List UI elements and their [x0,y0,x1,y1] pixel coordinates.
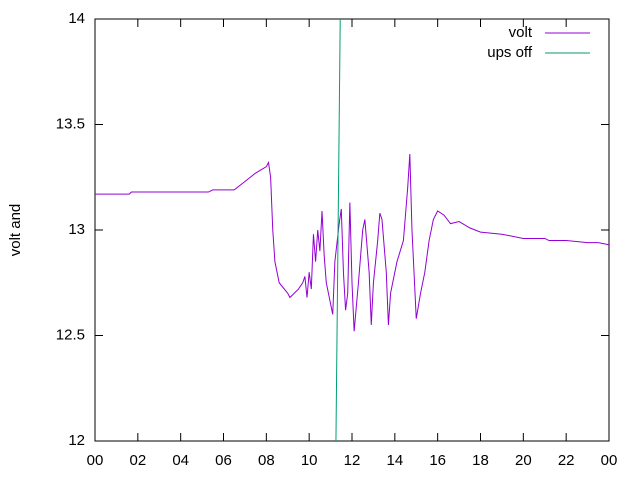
x-tick-label: 02 [129,452,146,469]
x-tick-label: 00 [601,452,618,469]
x-tick-label: 08 [258,452,275,469]
x-tick-label: 16 [429,452,446,469]
x-tick-label: 18 [472,452,489,469]
data-line [95,154,610,332]
x-tick-label: 12 [344,452,361,469]
y-tick-label: 12.5 [56,326,85,343]
y-tick-label: 14 [68,10,85,27]
x-tick-label: 06 [215,452,232,469]
legend-label: volt [509,24,533,41]
plot-border [94,18,610,442]
x-tick-label: 00 [87,452,104,469]
y-tick-label: 12 [68,432,85,449]
x-tick-label: 22 [558,452,575,469]
y-tick-label: 13 [68,221,85,238]
y-tick-label: 13.5 [56,115,85,132]
x-tick-label: 10 [301,452,318,469]
x-tick-label: 20 [515,452,532,469]
x-tick-label: 04 [172,452,189,469]
data-line [335,18,341,442]
legend-label: ups off [487,44,533,61]
y-axis-label: volt and [7,204,24,257]
x-tick-label: 14 [386,452,403,469]
